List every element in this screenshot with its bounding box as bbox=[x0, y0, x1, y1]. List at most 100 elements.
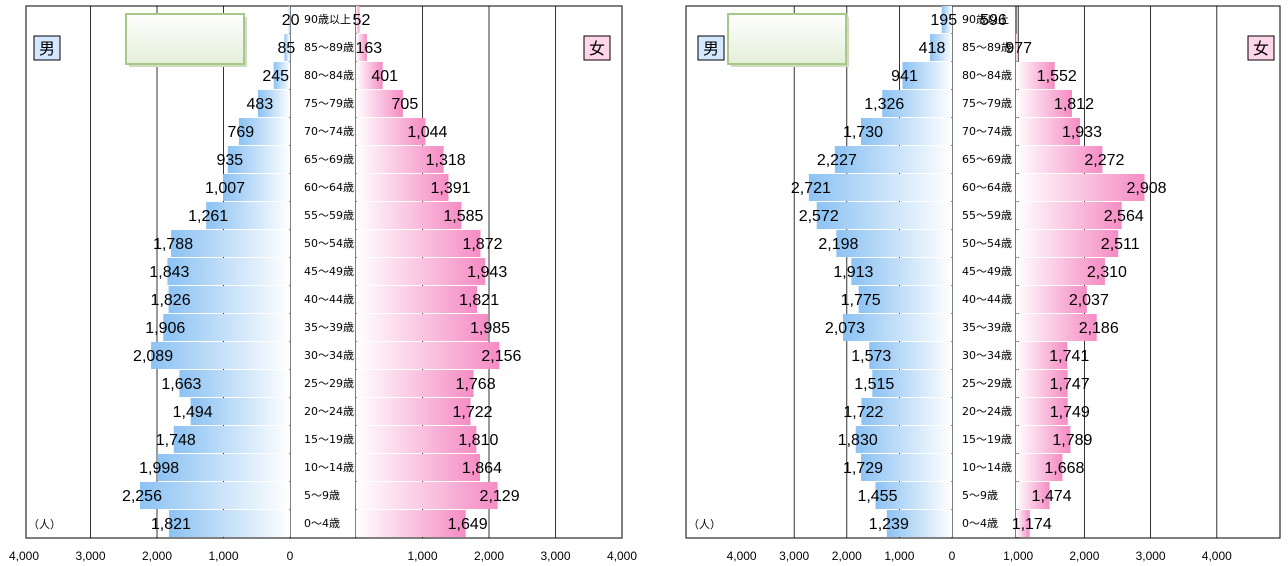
male-value-label: 1,775 bbox=[841, 292, 881, 309]
female-tick-label: 3,000 bbox=[540, 549, 570, 563]
female-value-label: 1,810 bbox=[458, 432, 498, 449]
male-tick-label: 4,000 bbox=[727, 549, 757, 563]
male-bar bbox=[855, 426, 952, 453]
male-bar bbox=[167, 258, 290, 285]
age-group-label: 85～89歳 bbox=[962, 41, 1012, 54]
female-value-label: 401 bbox=[371, 68, 398, 85]
age-group-label: 90歳以上 bbox=[304, 13, 351, 26]
male-value-label: 1,913 bbox=[833, 264, 873, 281]
female-value-label: 1,318 bbox=[426, 152, 466, 169]
male-value-label: 1,239 bbox=[869, 516, 909, 533]
age-group-label: 40～44歳 bbox=[304, 293, 354, 306]
age-group-label: 45～49歳 bbox=[962, 265, 1012, 278]
female-legend-box bbox=[1247, 35, 1275, 61]
male-value-label: 20 bbox=[282, 12, 300, 29]
male-tick-label: 3,000 bbox=[75, 549, 105, 563]
male-legend-label: 男 bbox=[703, 39, 719, 58]
female-bar bbox=[356, 426, 477, 453]
male-bar bbox=[288, 6, 290, 33]
male-bar bbox=[834, 146, 952, 173]
age-group-label: 55～59歳 bbox=[304, 209, 354, 222]
female-bar bbox=[356, 454, 480, 481]
female-bar bbox=[1016, 258, 1105, 285]
male-bar bbox=[851, 258, 952, 285]
male-value-label: 1,663 bbox=[161, 376, 201, 393]
female-bar bbox=[1016, 118, 1080, 145]
female-value-label: 1,649 bbox=[448, 516, 488, 533]
female-value-label: 1,552 bbox=[1037, 68, 1077, 85]
female-value-label: 2,564 bbox=[1104, 208, 1144, 225]
age-group-label: 70～74歳 bbox=[304, 125, 354, 138]
male-bar bbox=[836, 230, 952, 257]
male-value-label: 2,256 bbox=[122, 488, 162, 505]
female-bar bbox=[1016, 230, 1119, 257]
male-value-label: 1,998 bbox=[139, 460, 179, 477]
age-group-label: 65～69歳 bbox=[304, 153, 354, 166]
female-bar bbox=[1016, 398, 1068, 425]
female-value-label: 1,474 bbox=[1032, 488, 1072, 505]
male-value-label: 1,748 bbox=[156, 432, 196, 449]
age-group-label: 30～34歳 bbox=[304, 349, 354, 362]
age-group-label: 60～64歳 bbox=[304, 181, 354, 194]
male-tick-label: 0 bbox=[949, 549, 956, 563]
female-value-label: 1,044 bbox=[407, 124, 447, 141]
female-value-label: 1,985 bbox=[470, 320, 510, 337]
male-bar bbox=[941, 6, 952, 33]
age-group-label: 90歳以上 bbox=[962, 13, 1009, 26]
female-value-label: 1,722 bbox=[452, 404, 492, 421]
age-group-label: 75～79歳 bbox=[962, 97, 1012, 110]
male-value-label: 1,326 bbox=[864, 96, 904, 113]
male-value-label: 1,906 bbox=[145, 320, 185, 337]
female-legend-box bbox=[583, 35, 611, 61]
age-group-label: 50～54歳 bbox=[304, 237, 354, 250]
female-bar bbox=[356, 398, 471, 425]
male-bar bbox=[151, 342, 290, 369]
male-legend-label: 男 bbox=[39, 39, 55, 58]
male-value-label: 1,573 bbox=[851, 348, 891, 365]
age-group-label: 35～39歳 bbox=[962, 321, 1012, 334]
male-value-label: 1,722 bbox=[843, 404, 883, 421]
male-bar bbox=[808, 174, 952, 201]
female-value-label: 1,943 bbox=[467, 264, 507, 281]
female-tick-label: 2,000 bbox=[1069, 549, 1099, 563]
male-bar bbox=[842, 314, 952, 341]
female-bar bbox=[356, 230, 481, 257]
male-bar bbox=[238, 118, 290, 145]
male-bar bbox=[861, 118, 952, 145]
male-value-label: 2,227 bbox=[817, 152, 857, 169]
female-bar bbox=[1016, 146, 1103, 173]
female-legend-label: 女 bbox=[589, 39, 605, 58]
age-group-label: 45～49歳 bbox=[304, 265, 354, 278]
unit-label: （人） bbox=[688, 518, 721, 531]
male-bar bbox=[858, 286, 952, 313]
female-legend-label: 女 bbox=[1253, 39, 1269, 58]
female-bar bbox=[1016, 342, 1068, 369]
female-bar bbox=[1016, 482, 1050, 509]
age-group-label: 5～9歳 bbox=[962, 489, 998, 502]
female-bar bbox=[356, 118, 426, 145]
male-value-label: 769 bbox=[228, 124, 255, 141]
age-group-label: 15～19歳 bbox=[304, 433, 354, 446]
male-value-label: 2,198 bbox=[818, 236, 858, 253]
male-tick-label: 1,000 bbox=[208, 549, 238, 563]
age-group-label: 40～44歳 bbox=[962, 293, 1012, 306]
female-value-label: 1,174 bbox=[1012, 516, 1052, 533]
male-legend-box bbox=[697, 35, 725, 61]
male-value-label: 1,821 bbox=[151, 516, 191, 533]
female-tick-label: 1,000 bbox=[1003, 549, 1033, 563]
male-value-label: 418 bbox=[919, 40, 946, 57]
male-value-label: 483 bbox=[247, 96, 274, 113]
age-group-label: 50～54歳 bbox=[962, 237, 1012, 250]
female-value-label: 2,186 bbox=[1079, 320, 1119, 337]
female-bar bbox=[356, 314, 489, 341]
male-bar bbox=[173, 426, 290, 453]
male-bar bbox=[139, 482, 290, 509]
age-group-label: 55～59歳 bbox=[962, 209, 1012, 222]
male-bar bbox=[190, 398, 290, 425]
plot-frame bbox=[25, 5, 623, 539]
male-bar bbox=[816, 202, 952, 229]
female-value-label: 1,821 bbox=[459, 292, 499, 309]
age-group-label: 15～19歳 bbox=[962, 433, 1012, 446]
male-value-label: 1,007 bbox=[205, 180, 245, 197]
female-value-label: 1,749 bbox=[1050, 404, 1090, 421]
